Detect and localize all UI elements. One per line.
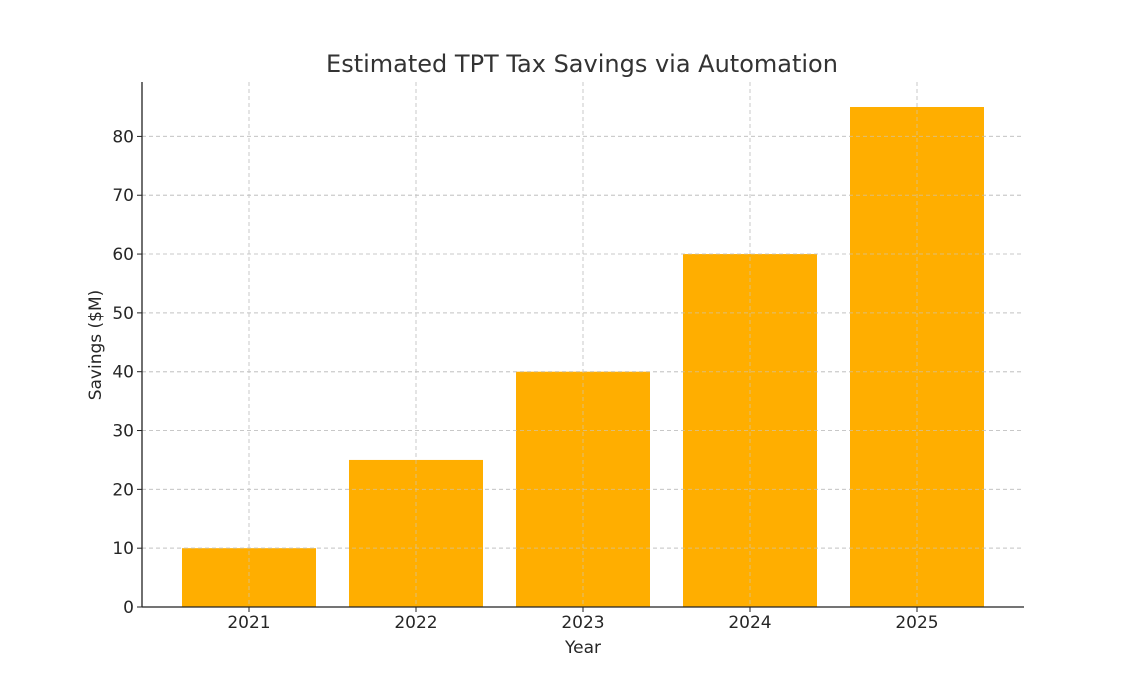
x-tick-label: 2023	[561, 613, 604, 633]
y-tick-label: 20	[112, 480, 134, 500]
x-tick-label: 2025	[895, 613, 938, 633]
x-tick-label: 2022	[394, 613, 437, 633]
x-axis-label: Year	[564, 638, 601, 658]
y-tick-label: 50	[112, 304, 134, 324]
y-tick-label: 40	[112, 363, 134, 383]
y-tick-label: 30	[112, 422, 134, 442]
y-tick-label: 0	[123, 598, 134, 618]
bar-2021	[182, 548, 316, 607]
x-tick-label: 2024	[728, 613, 771, 633]
y-tick-label: 70	[112, 186, 134, 206]
chart-title: Estimated TPT Tax Savings via Automation	[326, 50, 838, 78]
tick-layer: 0 10 20 30 40 50 60 70 80 2021 2022 2023 2024 2025	[112, 127, 938, 633]
y-tick-label: 80	[112, 127, 134, 147]
y-axis-label: Savings ($M)	[86, 290, 106, 401]
bar-layer	[142, 82, 1024, 607]
y-tick-label: 10	[112, 539, 134, 559]
x-tick-label: 2021	[227, 613, 270, 633]
y-tick-label: 60	[112, 245, 134, 265]
